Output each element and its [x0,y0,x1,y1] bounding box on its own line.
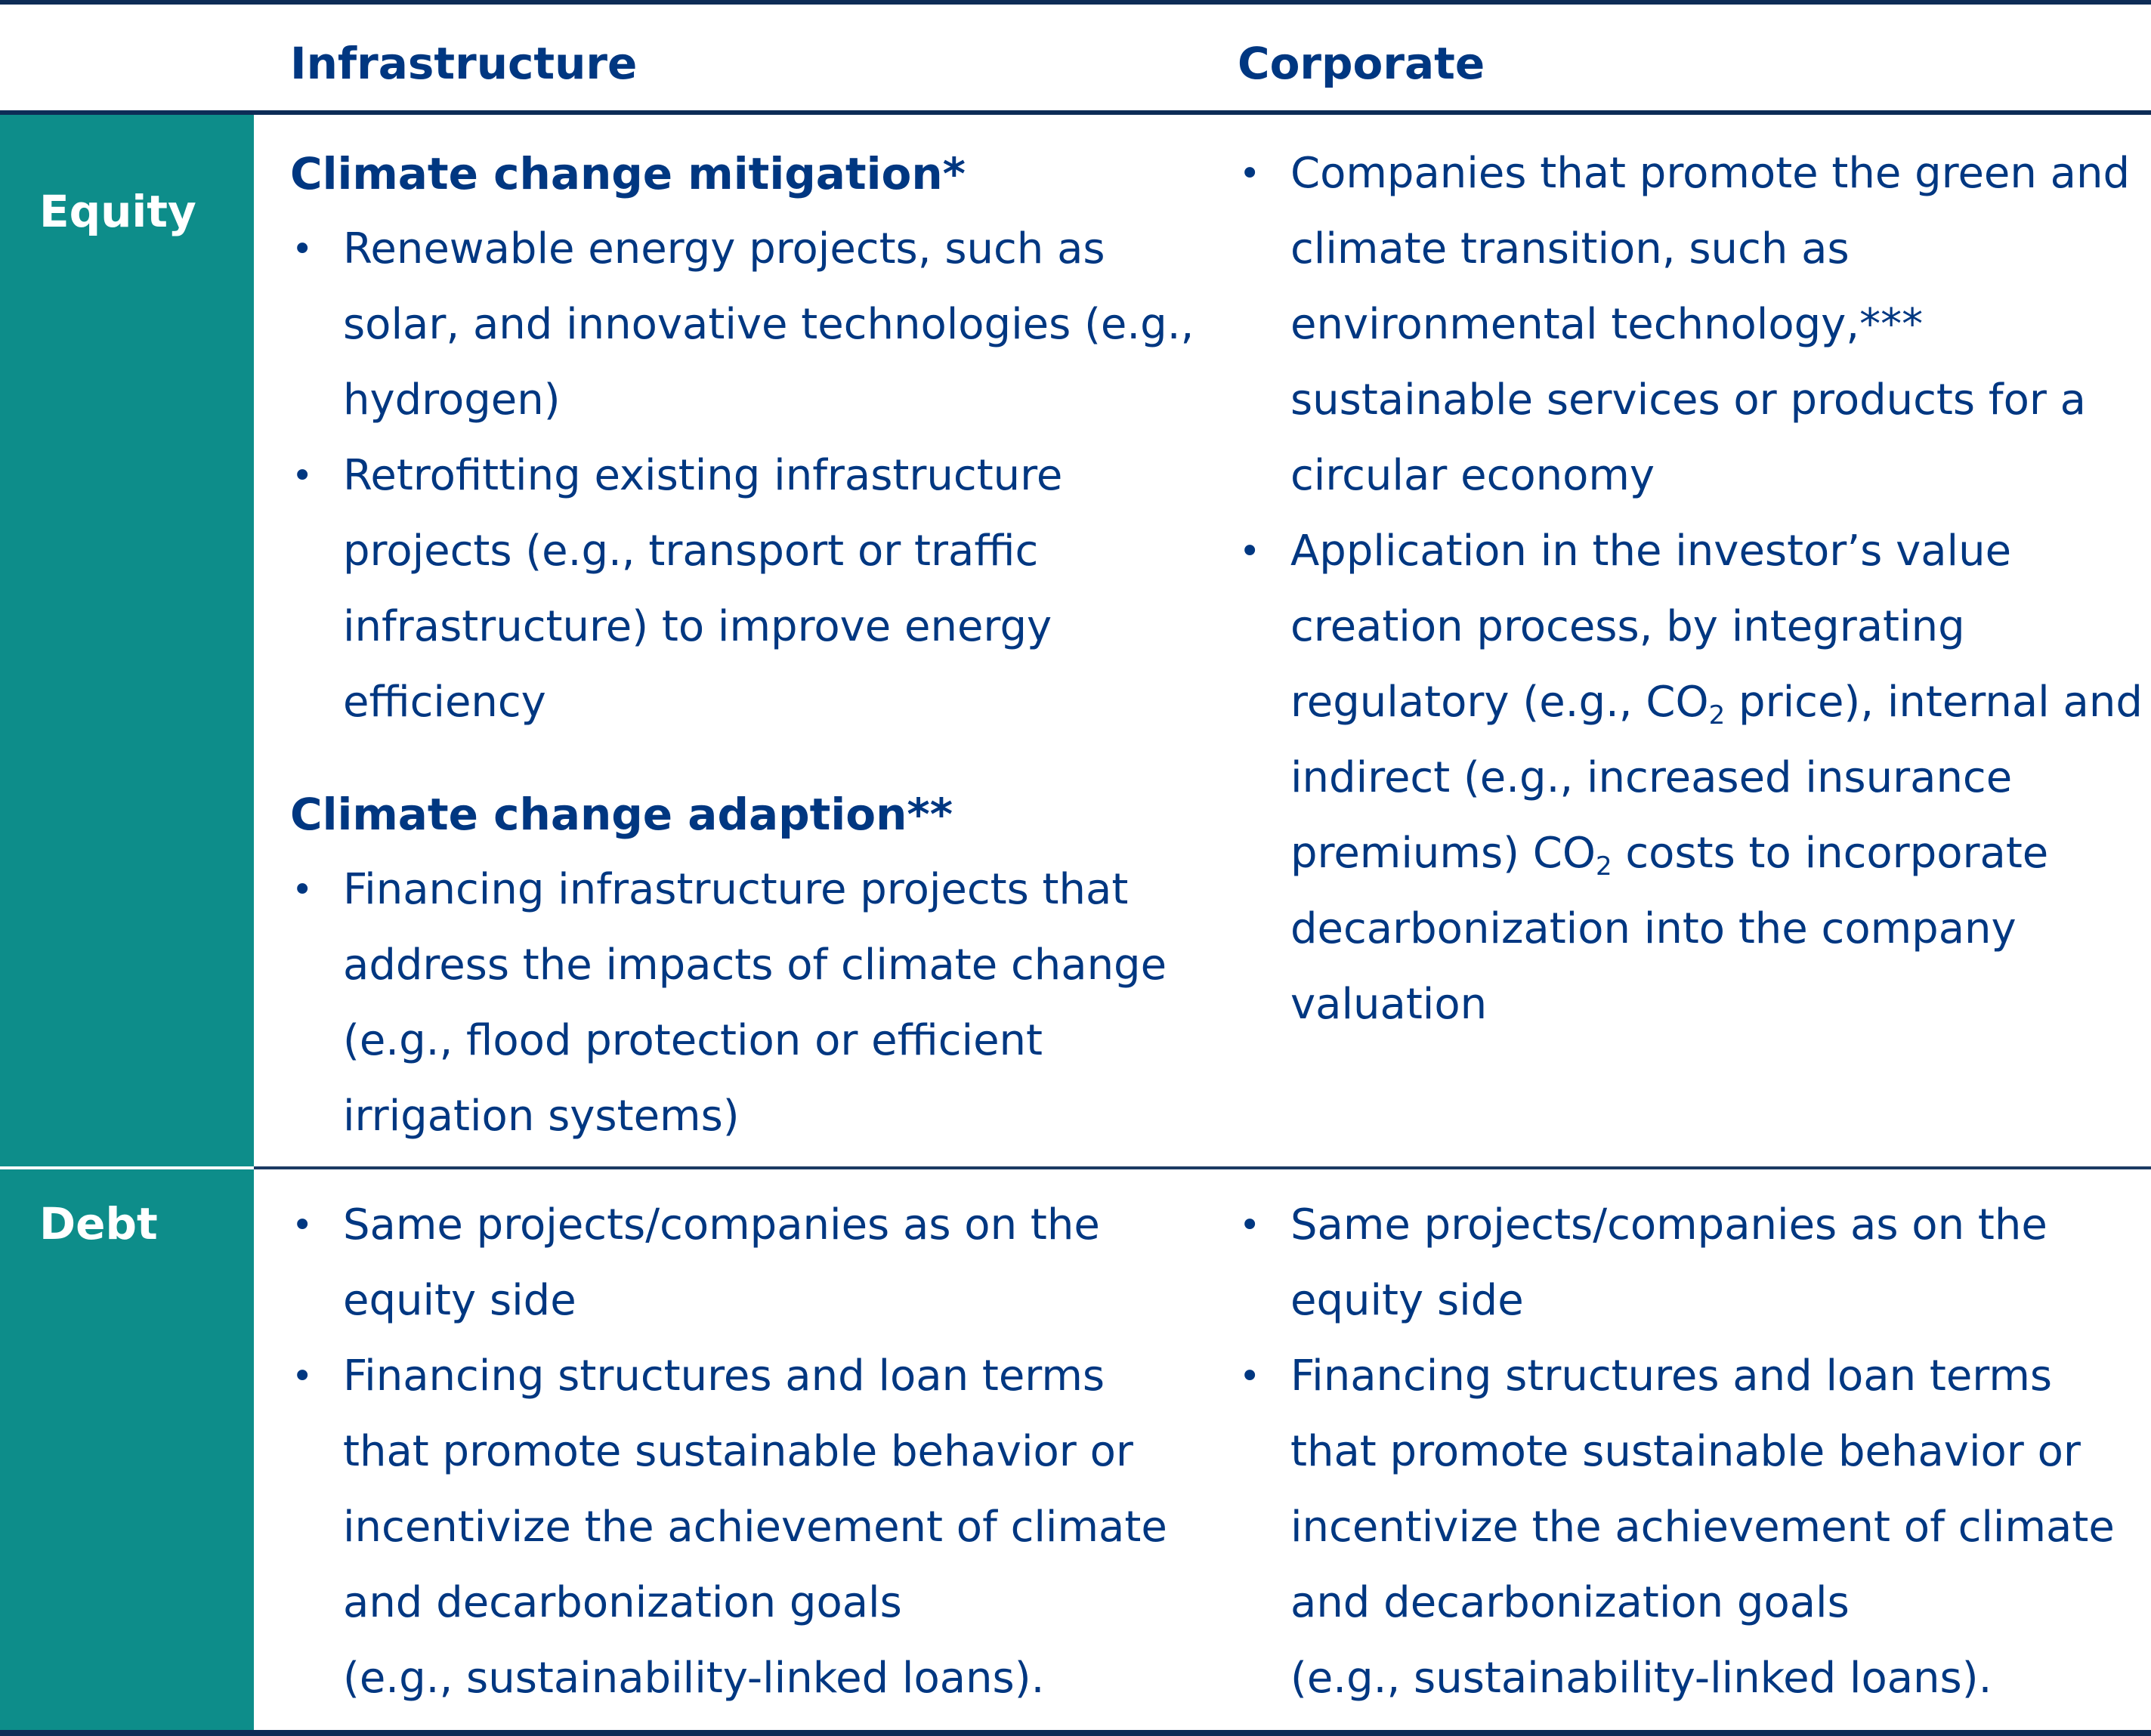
equity-corporate-list: • Companies that promote the green and cl… [1238,136,2144,1043]
bullet-icon: • [292,1355,314,1398]
row-divider-side [0,1166,254,1169]
list-item: • Renewable energy projects, such as sola… [290,212,1197,438]
list-item: • Same projects/companies as on the equit… [1238,1188,2144,1339]
bullet-icon: • [1239,530,1261,573]
table-bottom-rule [0,1730,2151,1736]
row-divider [254,1166,2151,1169]
list-item: • Financing infrastructure projects that … [290,852,1197,1154]
mitigation-heading: Climate change mitigation* [290,148,966,199]
list-item: • Financing structures and loan terms tha… [290,1339,1197,1716]
debt-infrastructure-list: • Same projects/companies as on the equit… [290,1188,1197,1716]
equity-corporate-cell: • Companies that promote the green and cl… [1238,136,2144,1043]
bullet-icon: • [292,228,314,270]
row-header-equity: Equity [39,186,196,237]
list-item: • Companies that promote the green and cl… [1238,136,2144,514]
equity-infrastructure-cell: Climate change mitigation* • Renewable en… [290,136,1197,1154]
table-top-rule [0,0,2151,5]
bullet-icon: • [1239,1355,1261,1398]
list-item: • Financing structures and loan terms tha… [1238,1339,2144,1716]
subscript-2: 2 [1595,851,1612,882]
header-rule [0,110,2151,115]
subscript-2: 2 [1708,700,1726,731]
list-item: • Application in the investor’s value cre… [1238,514,2144,1043]
bullet-icon: • [1239,1204,1261,1246]
row-header-equity-band: Equity [0,115,254,1166]
debt-infrastructure-cell: • Same projects/companies as on the equit… [290,1188,1197,1716]
bullet-icon: • [292,869,314,911]
row-header-debt-band: Debt [0,1169,254,1730]
bullet-icon: • [292,1204,314,1246]
adaption-list: • Financing infrastructure projects that … [290,852,1197,1154]
list-item: • Retrofitting existing infrastructure pr… [290,438,1197,740]
bullet-icon: • [292,455,314,497]
column-header-infrastructure: Infrastructure [290,38,638,89]
mitigation-list: • Renewable energy projects, such as sola… [290,212,1197,740]
bullet-icon: • [1239,153,1261,195]
debt-corporate-cell: • Same projects/companies as on the equit… [1238,1188,2144,1716]
column-header-corporate: Corporate [1238,38,1485,89]
debt-corporate-list: • Same projects/companies as on the equit… [1238,1188,2144,1716]
adaption-heading: Climate change adaption** [290,789,953,840]
list-item: • Same projects/companies as on the equit… [290,1188,1197,1339]
row-header-debt: Debt [39,1198,158,1249]
